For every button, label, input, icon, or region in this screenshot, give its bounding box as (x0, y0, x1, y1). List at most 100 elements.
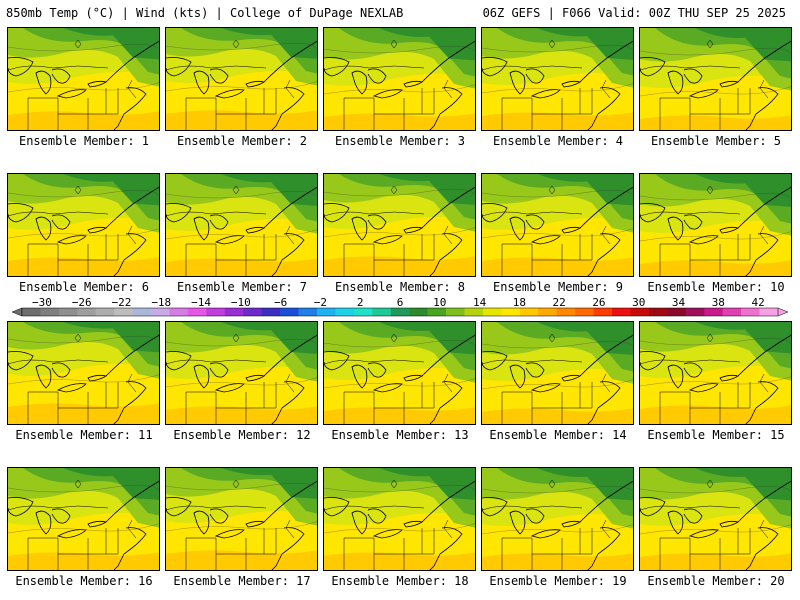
ensemble-member-label: Ensemble Member: 10 (647, 280, 785, 294)
colorbar-segment (243, 308, 263, 316)
ensemble-member-map (7, 173, 160, 277)
ensemble-member-map (323, 27, 476, 131)
ensemble-member-map (323, 173, 476, 277)
ensemble-member-label: Ensemble Member: 18 (331, 574, 469, 588)
ensemble-member-label: Ensemble Member: 6 (18, 280, 150, 294)
ensemble-member-map (639, 173, 792, 277)
colorbar-tick-label: −6 (274, 296, 287, 309)
ensemble-member-label: Ensemble Member: 14 (489, 428, 627, 442)
ensemble-member-map (323, 467, 476, 571)
ensemble-member-map (165, 467, 318, 571)
colorbar-segment (538, 308, 558, 316)
colorbar-segment (390, 308, 410, 316)
ensemble-member-map (7, 321, 160, 425)
colorbar-segment (464, 308, 484, 316)
colorbar-segment (667, 308, 687, 316)
colorbar-segment (58, 308, 78, 316)
colorbar-segment (151, 308, 170, 316)
colorbar-segment (40, 308, 60, 316)
ensemble-member-map (7, 467, 160, 571)
colorbar-tick-label: −14 (191, 296, 211, 309)
colorbar-tick-label: 38 (712, 296, 725, 309)
colorbar-segment (704, 308, 723, 316)
colorbar-high-arrow (777, 307, 789, 317)
colorbar-tick-label: 34 (672, 296, 686, 309)
colorbar-segment (446, 308, 465, 316)
colorbar-tick-label: −18 (151, 296, 171, 309)
colorbar-segment (427, 308, 447, 316)
ensemble-member-label: Ensemble Member: 19 (489, 574, 627, 588)
ensemble-member-label: Ensemble Member: 1 (18, 134, 150, 148)
colorbar-segment (630, 308, 650, 316)
colorbar-tick-label: −2 (314, 296, 327, 309)
colorbar-segment (206, 308, 226, 316)
colorbar-segment (335, 308, 355, 316)
colorbar-tick-label: 6 (397, 296, 404, 309)
colorbar-tick-label: 18 (513, 296, 526, 309)
colorbar-segment (261, 308, 281, 316)
colorbar-segment (114, 308, 133, 316)
model-run-info: 06Z GEFS | F066 Valid: 00Z THU SEP 25 20… (482, 6, 786, 20)
colorbar-tick-label: −10 (231, 296, 251, 309)
colorbar-tick-label: 2 (357, 296, 364, 309)
colorbar-segment (22, 308, 41, 316)
colorbar-tick-label: −30 (32, 296, 52, 309)
colorbar-low-arrow (11, 307, 23, 317)
ensemble-member-label: Ensemble Member: 9 (492, 280, 624, 294)
colorbar-segment (409, 308, 428, 316)
colorbar-segment (298, 308, 318, 316)
colorbar-segment (556, 308, 576, 316)
ensemble-member-map (639, 321, 792, 425)
ensemble-member-map (7, 27, 160, 131)
ensemble-member-label: Ensemble Member: 20 (647, 574, 785, 588)
colorbar-segment (612, 308, 631, 316)
ensemble-member-label: Ensemble Member: 4 (492, 134, 624, 148)
ensemble-member-label: Ensemble Member: 7 (176, 280, 308, 294)
ensemble-member-label: Ensemble Member: 2 (176, 134, 308, 148)
ensemble-member-map (165, 173, 318, 277)
ensemble-member-label: Ensemble Member: 16 (15, 574, 153, 588)
colorbar-segment (317, 308, 336, 316)
colorbar-segment (648, 308, 668, 316)
colorbar-segment (132, 308, 152, 316)
colorbar-segment (77, 308, 97, 316)
ensemble-member-label: Ensemble Member: 11 (15, 428, 153, 442)
ensemble-member-map (481, 467, 634, 571)
colorbar-segment (482, 308, 502, 316)
ensemble-member-map (639, 27, 792, 131)
ensemble-member-map (165, 321, 318, 425)
colorbar-segment (501, 308, 521, 316)
ensemble-member-map (481, 27, 634, 131)
colorbar-segment (575, 308, 594, 316)
ensemble-member-label: Ensemble Member: 12 (173, 428, 311, 442)
ensemble-member-label: Ensemble Member: 15 (647, 428, 785, 442)
colorbar-segment (353, 308, 373, 316)
ensemble-member-label: Ensemble Member: 8 (334, 280, 466, 294)
colorbar-tick-label: 30 (632, 296, 645, 309)
colorbar-segment (722, 308, 742, 316)
colorbar-segment (372, 308, 392, 316)
ensemble-member-map (481, 321, 634, 425)
ensemble-member-map (165, 27, 318, 131)
colorbar-segment (685, 308, 705, 316)
ensemble-member-label: Ensemble Member: 13 (331, 428, 469, 442)
colorbar-tick-label: −22 (112, 296, 132, 309)
colorbar-segment (169, 308, 189, 316)
colorbar-tick-label: 42 (751, 296, 764, 309)
ensemble-member-label: Ensemble Member: 17 (173, 574, 311, 588)
chart-title: 850mb Temp (°C) | Wind (kts) | College o… (6, 6, 404, 20)
colorbar-segment (593, 308, 613, 316)
ensemble-member-map (323, 321, 476, 425)
colorbar-segment (741, 308, 760, 316)
colorbar-segment (519, 308, 539, 316)
temperature-colorbar: −30 −26 −22 −18 −14 −10 −6 −2 2 6 10 14 18 22 26 30 34 38… (11, 296, 789, 317)
colorbar-tick-label: 10 (433, 296, 446, 309)
colorbar-tick-label: 14 (473, 296, 487, 309)
colorbar-segment (759, 308, 779, 316)
colorbar-segment (280, 308, 299, 316)
colorbar-segment (224, 308, 244, 316)
ensemble-member-label: Ensemble Member: 5 (650, 134, 782, 148)
colorbar-tick-label: −26 (72, 296, 92, 309)
ensemble-member-map (481, 173, 634, 277)
colorbar-segment (95, 308, 115, 316)
